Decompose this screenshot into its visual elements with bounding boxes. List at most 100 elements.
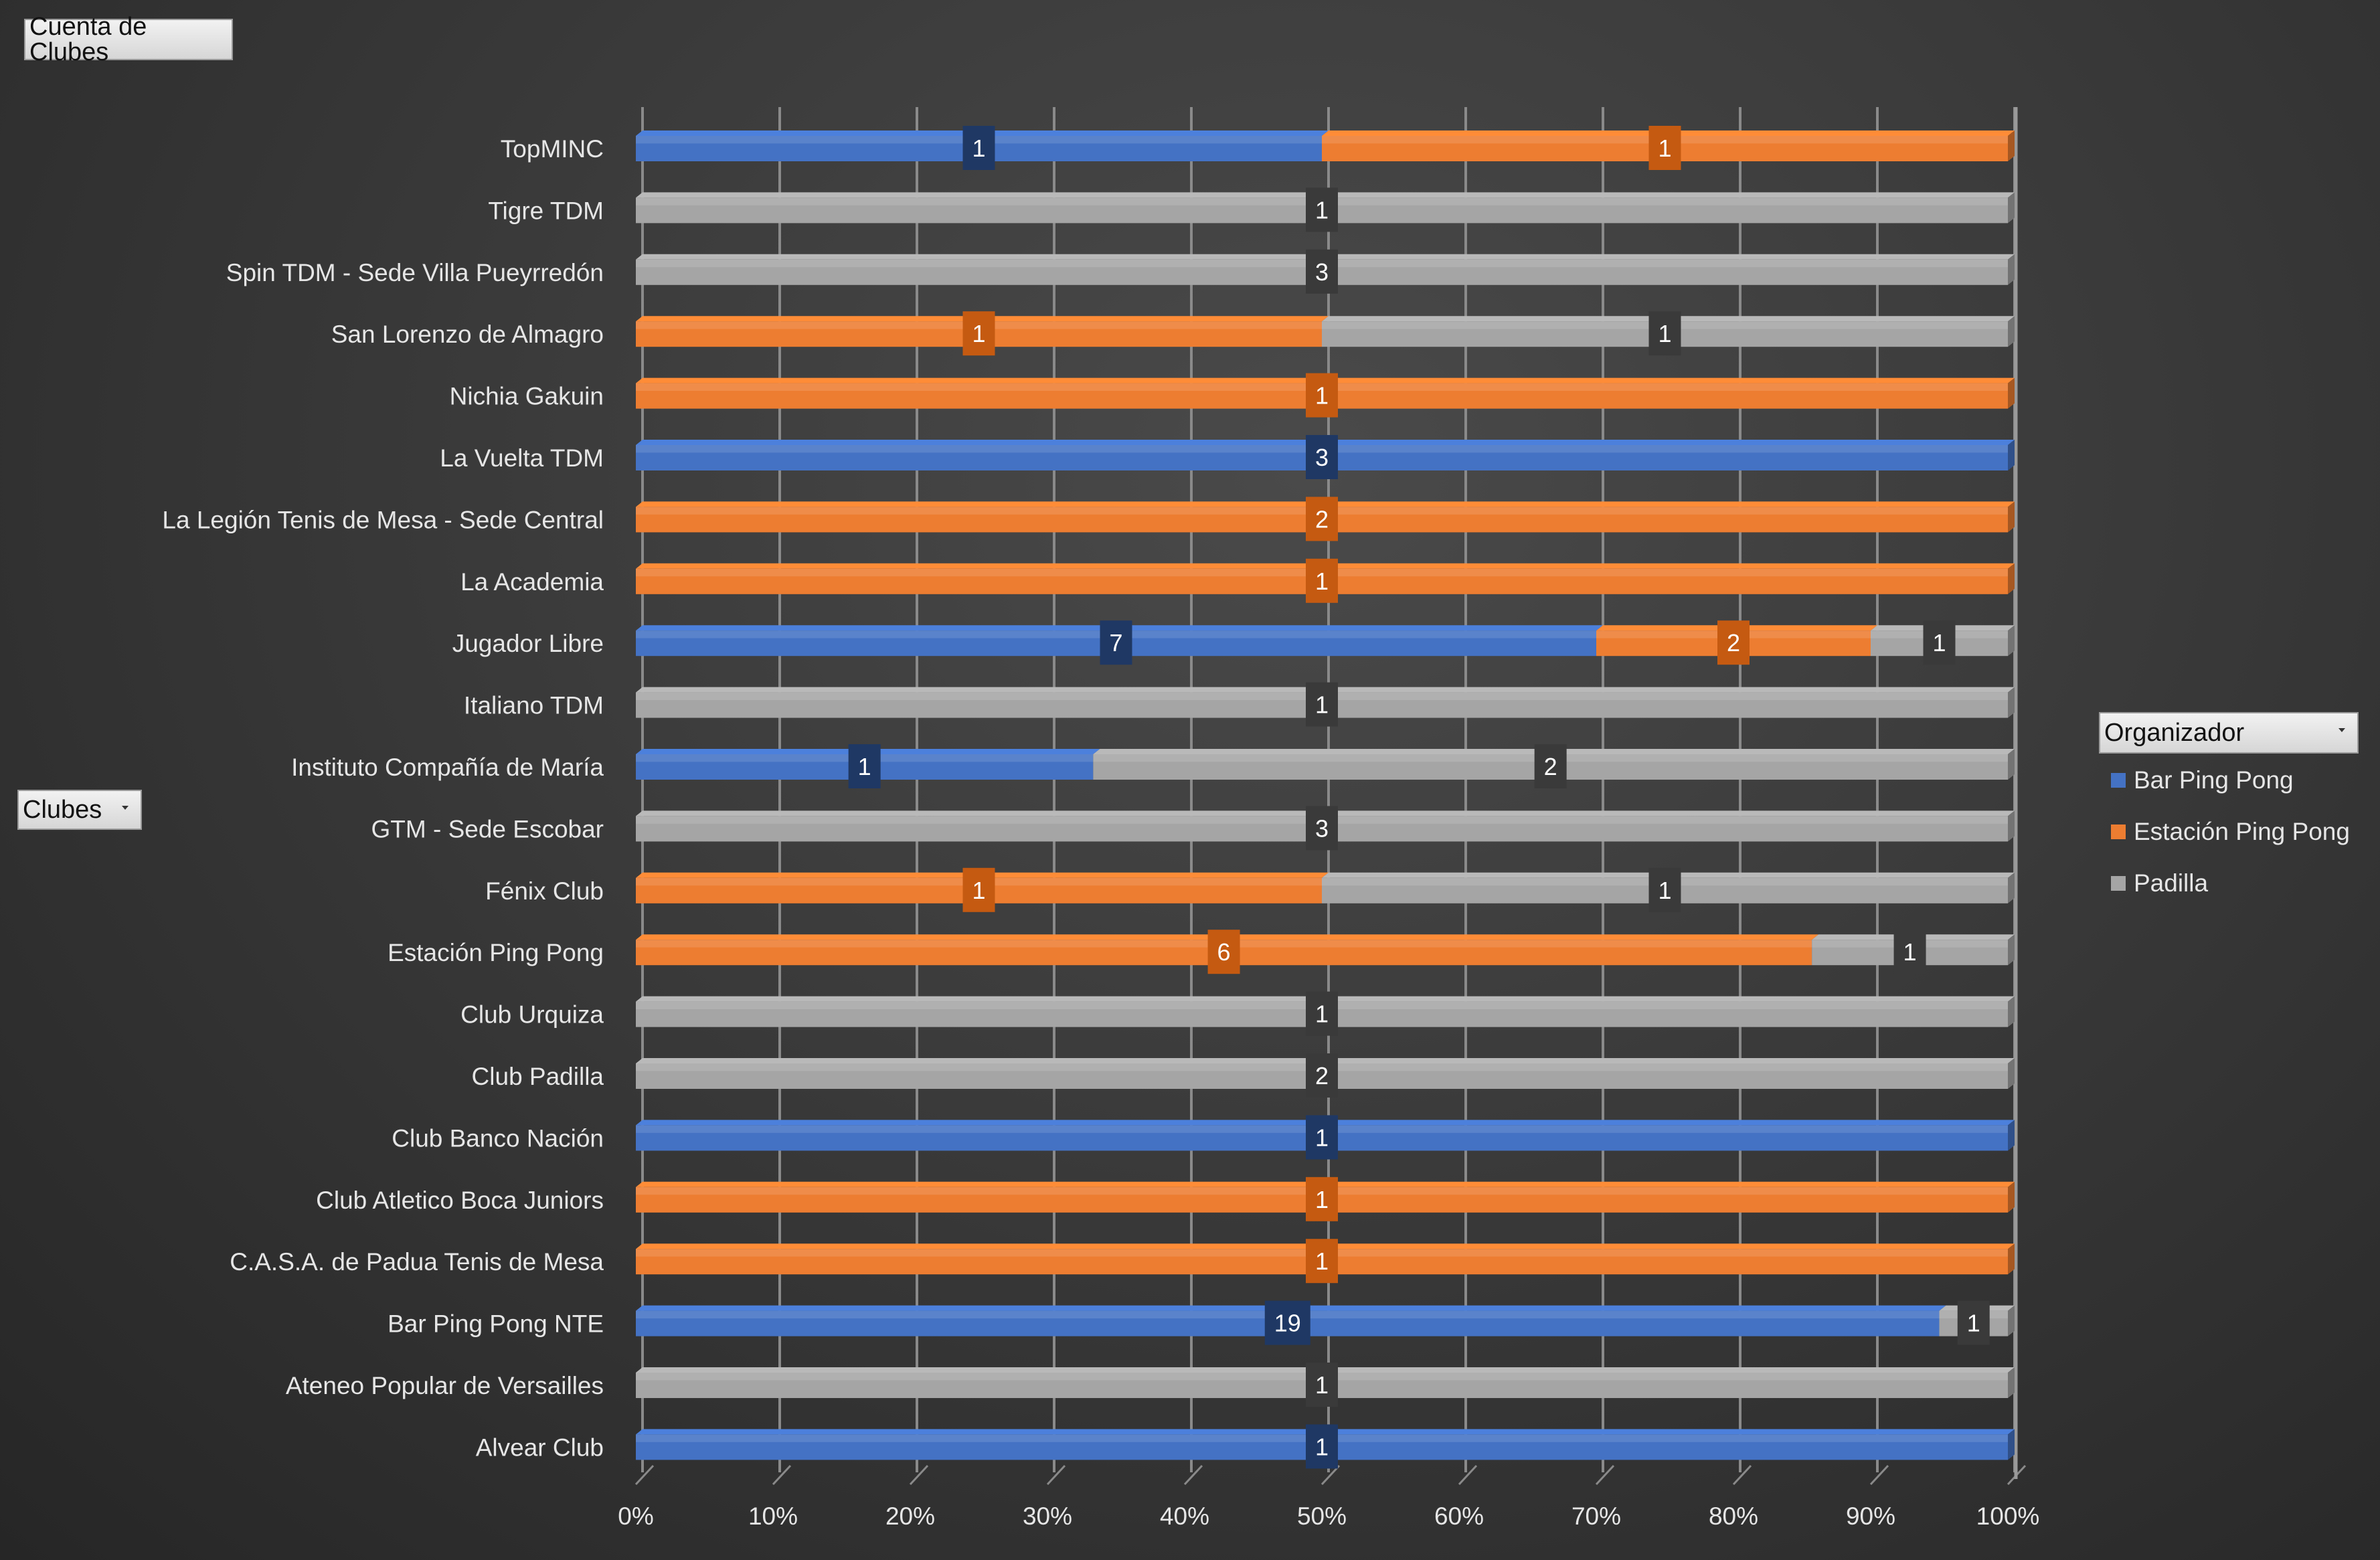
x-tick-label: 100% xyxy=(1976,1502,2040,1530)
data-label-box xyxy=(1306,682,1338,727)
data-label: 1 xyxy=(1306,1115,1338,1160)
data-label-box xyxy=(1306,373,1338,418)
values-field-button[interactable]: Cuenta de Clubes xyxy=(24,14,233,65)
category-label: Club Urquiza xyxy=(460,1001,604,1029)
legend-item-bar-ping-pong: Bar Ping Pong xyxy=(2111,764,2294,797)
data-label-box xyxy=(1534,744,1567,788)
bar-side-face xyxy=(2008,1367,2015,1398)
data-label-box xyxy=(1306,1177,1338,1221)
bar-side-face xyxy=(2008,1429,2015,1460)
data-label-box xyxy=(962,867,995,912)
bar-side-face xyxy=(2008,749,2015,780)
data-label-box xyxy=(1648,311,1681,356)
floor-tick xyxy=(772,1464,792,1486)
category-label: Spin TDM - Sede Villa Pueyrredón xyxy=(226,259,604,286)
data-label: 1 xyxy=(1306,1424,1338,1469)
data-label-box xyxy=(1306,558,1338,603)
data-label: 3 xyxy=(1306,435,1338,479)
data-label: 1 xyxy=(962,311,995,356)
data-label-text: 1 xyxy=(972,320,985,347)
category-label: C.A.S.A. de Padua Tenis de Mesa xyxy=(230,1248,604,1276)
category-label: Ateneo Popular de Versailles xyxy=(286,1372,604,1399)
floor-tick xyxy=(1183,1464,1203,1486)
data-label: 1 xyxy=(1306,1177,1338,1221)
data-label-box xyxy=(1306,991,1338,1036)
data-label-text: 3 xyxy=(1315,814,1329,842)
data-label: 6 xyxy=(1207,930,1240,974)
category-label: Club Atletico Boca Juniors xyxy=(316,1187,604,1214)
bar-side-face xyxy=(2008,1181,2015,1213)
chevron-down-icon[interactable] xyxy=(2339,728,2345,732)
data-label-text: 1 xyxy=(1315,1001,1329,1028)
category-label: Fénix Club xyxy=(485,877,604,905)
floor-tick xyxy=(634,1464,655,1486)
data-label-text: 1 xyxy=(1658,135,1671,162)
data-label-text: 1 xyxy=(1315,1433,1329,1460)
data-label-box xyxy=(1306,187,1338,232)
floor-tick xyxy=(1595,1464,1615,1486)
category-label: Italiano TDM xyxy=(464,692,604,719)
bar-side-face xyxy=(2008,316,2015,347)
bar-side-face xyxy=(2008,625,2015,657)
bar-side-face xyxy=(2008,1058,2015,1089)
category-label: Alvear Club xyxy=(476,1434,604,1461)
data-label-box xyxy=(1648,126,1681,170)
data-label-box xyxy=(1306,806,1338,851)
floor-tick xyxy=(1732,1464,1752,1486)
data-label: 1 xyxy=(962,867,995,912)
bar-side-face xyxy=(2008,1243,2015,1275)
bar-side-face xyxy=(2008,254,2015,285)
data-label-text: 2 xyxy=(1315,1062,1329,1090)
data-label: 1 xyxy=(1306,991,1338,1036)
floor-tick xyxy=(1869,1464,1889,1486)
bar-side-face xyxy=(2008,563,2015,594)
data-label-text: 1 xyxy=(1315,1247,1329,1275)
data-label: 19 xyxy=(1264,1300,1310,1345)
data-label-text: 1 xyxy=(1903,938,1917,966)
chevron-down-icon[interactable] xyxy=(122,806,129,810)
legend-item-estacion-ping-pong: Estación Ping Pong xyxy=(2111,815,2350,849)
legend-swatch-icon xyxy=(2111,773,2126,788)
data-label-text: 1 xyxy=(1932,629,1946,657)
x-axis-ticks: 0% 10% 20% 30% 40% 50% 60% 70% 80% 90% 100% xyxy=(618,1502,2039,1530)
bar-side-face xyxy=(2008,440,2015,470)
data-label: 7 xyxy=(1100,620,1132,665)
data-label: 1 xyxy=(1893,930,1926,974)
category-label: Jugador Libre xyxy=(452,630,604,657)
data-label-text: 1 xyxy=(1315,196,1329,224)
data-label-box xyxy=(1306,1053,1338,1098)
data-label-text: 1 xyxy=(1967,1310,1980,1337)
data-label: 3 xyxy=(1306,806,1338,851)
data-label-text: 1 xyxy=(858,753,871,780)
legend-label: Bar Ping Pong xyxy=(2134,766,2294,794)
data-label-text: 3 xyxy=(1315,258,1329,286)
floor-tick xyxy=(1046,1464,1066,1486)
data-label: 1 xyxy=(1306,558,1338,603)
data-label-text: 7 xyxy=(1109,629,1122,657)
legend-field-button[interactable]: Organizador xyxy=(2099,712,2359,754)
bar-side-face xyxy=(2008,872,2015,903)
data-label-text: 1 xyxy=(1315,568,1329,595)
data-label-text: 2 xyxy=(1544,753,1557,780)
rows-field-button[interactable]: Clubes xyxy=(17,790,142,830)
bar-side-face xyxy=(2008,1305,2015,1336)
bar-side-face xyxy=(2008,687,2015,718)
data-label-box xyxy=(848,744,881,788)
data-label: 1 xyxy=(1306,187,1338,232)
x-tick-label: 80% xyxy=(1709,1502,1758,1530)
data-label-box xyxy=(1306,1239,1338,1284)
x-tick-label: 40% xyxy=(1160,1502,1209,1530)
data-label-text: 19 xyxy=(1274,1310,1301,1337)
data-label: 1 xyxy=(1306,682,1338,727)
data-label-box xyxy=(1717,620,1750,665)
data-label-box xyxy=(1306,497,1338,541)
bar-side-face xyxy=(2008,934,2015,966)
rows-field-label: Clubes xyxy=(23,796,102,824)
data-label-box xyxy=(1306,1363,1338,1407)
legend-label: Padilla xyxy=(2134,869,2209,897)
data-label-text: 2 xyxy=(1315,505,1329,533)
data-label-text: 1 xyxy=(1658,320,1671,347)
data-label: 1 xyxy=(1648,126,1681,170)
legend-swatch-icon xyxy=(2111,825,2126,839)
